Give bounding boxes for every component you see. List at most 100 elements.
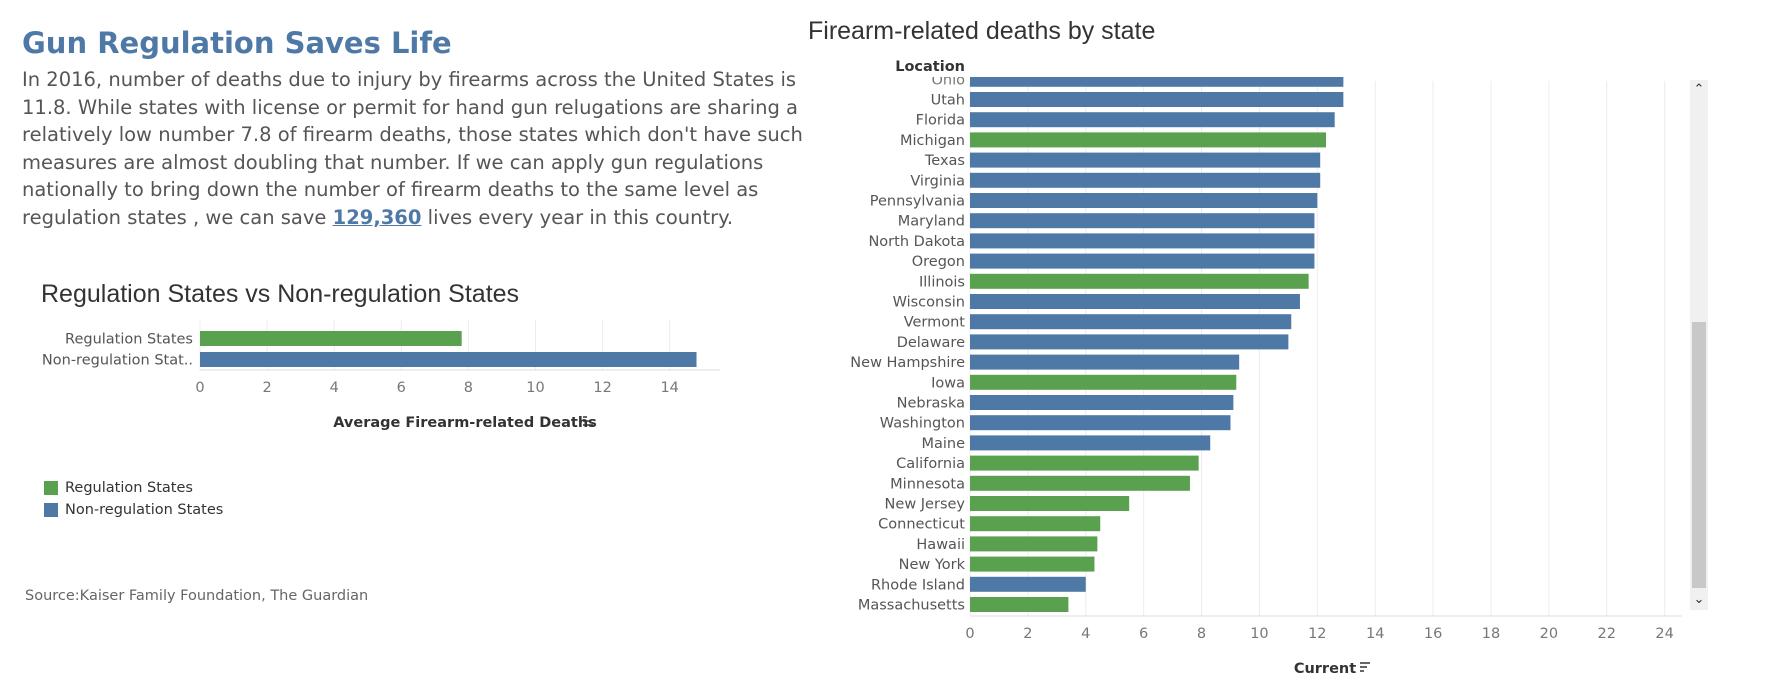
intro-line: nationally to bring down the number of f… [22, 178, 759, 201]
legend-item-non-regulation[interactable]: Non-regulation States [44, 499, 223, 521]
category-label: Oregon [912, 254, 965, 270]
x-tick-label: 12 [593, 380, 611, 396]
x-tick-label: 6 [397, 380, 406, 396]
category-label-partial: Ohio [931, 72, 965, 88]
category-label: Massachusetts [858, 598, 965, 614]
intro-text: regulation states , we can save [22, 205, 333, 229]
bar [970, 536, 1098, 552]
bar [970, 597, 1069, 612]
bar [970, 314, 1292, 330]
bar [200, 331, 462, 346]
scroll-thumb[interactable] [1692, 322, 1706, 588]
x-tick-label: 14 [660, 380, 678, 396]
bar [970, 253, 1315, 269]
category-label: Texas [924, 153, 965, 169]
state-deaths-chart: 0 2 4 6 8 10 12 14 16 18 20 22 24OhioLocationUtahFlo… [800, 55, 1682, 677]
y-axis-title: Location [895, 59, 965, 75]
bar [970, 92, 1344, 107]
category-label: Virginia [910, 173, 965, 189]
bar [970, 415, 1231, 431]
bar [970, 354, 1240, 370]
bar [970, 475, 1190, 491]
bar [970, 213, 1315, 229]
category-label: Iowa [931, 375, 965, 391]
bar [970, 496, 1130, 511]
x-axis-title: Average Firearm-related Deaths [333, 415, 597, 431]
right-chart-title: Firearm-related deaths by state [808, 17, 1156, 45]
intro-line-last: regulation states , we can save 129,360 … [22, 204, 802, 232]
x-tick-label: 6 [1139, 626, 1148, 642]
intro-line: In 2016, number of deaths due to injury … [22, 68, 797, 91]
x-tick-label: 4 [1081, 626, 1090, 642]
legend: Regulation States Non-regulation States [44, 477, 223, 521]
intro-paragraph: In 2016, number of deaths due to injury … [22, 66, 803, 232]
category-label: Connecticut [878, 517, 965, 533]
category-label: California [896, 456, 965, 472]
bar [970, 152, 1321, 168]
scroll-up-icon[interactable]: ⌃ [1693, 82, 1705, 97]
scroll-down-icon[interactable]: ⌄ [1693, 592, 1705, 607]
chart-scrollbar[interactable]: ⌃ ⌄ [1690, 80, 1708, 610]
category-label: Rhode Island [871, 577, 965, 593]
lives-saved-link[interactable]: 129,360 [332, 205, 422, 229]
category-label: New Hampshire [850, 355, 965, 371]
x-axis-title: Current [1294, 661, 1356, 677]
bar [970, 334, 1289, 350]
category-label: Michigan [900, 133, 965, 149]
bar [970, 233, 1315, 249]
x-tick-label: 0 [965, 626, 974, 642]
category-label: Regulation States [65, 332, 193, 348]
intro-line: measures are almost doubling that number… [22, 150, 764, 174]
x-tick-label: 10 [1250, 626, 1268, 642]
category-label: Minnesota [890, 476, 965, 492]
legend-swatch [44, 481, 58, 495]
legend-label: Non-regulation States [65, 502, 224, 518]
category-label: Nebraska [897, 396, 965, 412]
category-label: Maine [921, 436, 965, 452]
bar-partial [970, 77, 1344, 87]
x-tick-label: 8 [1197, 626, 1206, 642]
dashboard-title: Gun Regulation Saves Life [22, 26, 452, 60]
regulation-comparison-chart: 0 2 4 6 8 10 12 14 Regulation States Non-regulati… [42, 320, 720, 431]
source-note: Source:Kaiser Family Foundation, The Gua… [25, 588, 369, 604]
bar [200, 352, 697, 367]
category-label: Florida [916, 113, 965, 129]
bar [970, 294, 1300, 309]
x-tick-label: 8 [464, 380, 473, 396]
category-label: New Jersey [885, 497, 966, 513]
x-tick-label: 12 [1308, 626, 1326, 642]
x-tick-label: 22 [1598, 626, 1616, 642]
bar [970, 556, 1095, 572]
x-tick-label: 10 [526, 380, 544, 396]
category-label: Maryland [898, 214, 965, 230]
bar [970, 132, 1326, 148]
category-label: Illinois [919, 274, 965, 290]
category-label: New York [899, 557, 966, 573]
x-tick-label: 18 [1482, 626, 1500, 642]
legend-swatch [44, 503, 58, 517]
category-label: Delaware [897, 335, 965, 351]
x-tick-label: 2 [1023, 626, 1032, 642]
x-tick-label: 24 [1655, 626, 1673, 642]
bar [970, 374, 1237, 390]
category-label: Washington [880, 416, 965, 432]
category-label: Pennsylvania [870, 194, 965, 210]
category-label: Vermont [904, 315, 966, 331]
bar [970, 112, 1335, 128]
header-mask [800, 55, 1682, 77]
bar [970, 193, 1318, 208]
legend-item-regulation[interactable]: Regulation States [44, 477, 223, 499]
x-tick-label: 14 [1366, 626, 1384, 642]
x-tick-label: 16 [1424, 626, 1442, 642]
bar [970, 435, 1211, 451]
category-label: Wisconsin [893, 295, 965, 311]
x-tick-label: 2 [262, 380, 271, 396]
left-chart-title: Regulation States vs Non-regulation Stat… [41, 280, 520, 308]
bar [970, 273, 1309, 289]
category-label: Hawaii [916, 537, 965, 553]
x-tick-label: 4 [330, 380, 339, 396]
intro-text: lives every year in this country. [421, 205, 734, 229]
bar [970, 516, 1101, 532]
legend-label: Regulation States [65, 480, 193, 496]
bar [970, 576, 1086, 592]
